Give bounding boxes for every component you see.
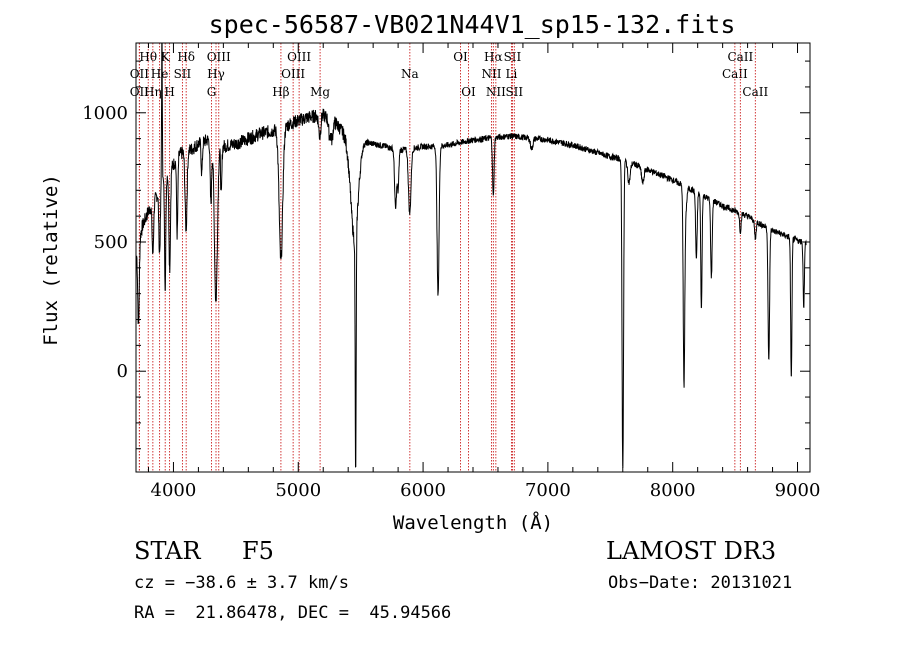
survey-name: LAMOST DR3: [606, 537, 777, 565]
line-marker-label-16: Na: [401, 67, 419, 81]
spectrum-series: [136, 42, 807, 468]
subclass: F5: [242, 537, 274, 565]
plot-frame: [135, 42, 811, 473]
line-marker-label-12: Hβ: [272, 85, 289, 99]
spectral-line-markers: OIIHθOIIHηHeKHSIIHδGHγOIIIHβOIIIOIIIMgNa…: [130, 43, 768, 472]
line-marker-label-22: SII: [504, 50, 522, 64]
line-marker-label-1: Hθ: [139, 50, 157, 64]
line-marker-label-21: NII: [486, 85, 506, 99]
line-marker-label-17: OI: [453, 50, 468, 64]
y-tick-label-0: 0: [117, 361, 128, 382]
x-tick-label-5: 9000: [775, 480, 821, 501]
line-marker-label-18: OI: [461, 85, 476, 99]
line-marker-label-9: G: [207, 85, 217, 99]
redshift-velocity: cz = −38.6 ± 3.7 km/s: [134, 573, 349, 593]
y-tick-label-1: 500: [94, 232, 128, 253]
line-marker-label-5: K: [161, 50, 171, 64]
x-tick-label-0: 4000: [151, 480, 197, 501]
y-tick-label-2: 1000: [82, 103, 128, 124]
chart-title: spec-56587-VB021N44V1_sp15-132.fits: [209, 10, 736, 39]
line-marker-label-7: SII: [174, 67, 192, 81]
axis-ticks: 4000 5000 6000 7000 8000 9000 0 500 1000: [82, 43, 820, 501]
y-axis-label: Flux (relative): [40, 174, 62, 346]
line-marker-label-24: SII: [505, 85, 523, 99]
line-marker-label-27: CaII: [742, 85, 768, 99]
observation-date: Obs−Date: 20131021: [608, 573, 793, 593]
object-class: STAR: [134, 537, 201, 565]
line-marker-label-2: OII: [130, 67, 150, 81]
line-marker-label-20: Hα: [484, 50, 503, 64]
x-tick-label-3: 7000: [525, 480, 571, 501]
line-marker-label-14: OIII: [287, 50, 311, 64]
coordinates: RA = 21.86478, DEC = 45.94566: [134, 603, 452, 623]
x-tick-label-2: 6000: [400, 480, 446, 501]
line-marker-label-8: Hδ: [177, 50, 195, 64]
x-axis-label: Wavelength (Å): [393, 511, 553, 534]
line-marker-label-25: CaII: [722, 67, 748, 81]
line-marker-label-11: OIII: [207, 50, 231, 64]
spectrum-line: [136, 42, 807, 468]
line-marker-label-19: NII: [481, 67, 501, 81]
line-marker-label-26: CaII: [727, 50, 753, 64]
line-marker-label-13: OIII: [281, 67, 305, 81]
line-marker-label-10: Hγ: [207, 67, 225, 81]
line-marker-label-15: Mg: [310, 85, 330, 99]
line-marker-label-3: Hη: [144, 85, 162, 99]
line-marker-label-4: He: [151, 67, 169, 81]
x-tick-label-4: 8000: [650, 480, 696, 501]
line-marker-label-6: H: [164, 85, 174, 99]
line-marker-label-23: Li: [506, 67, 518, 81]
x-tick-label-1: 5000: [275, 480, 321, 501]
